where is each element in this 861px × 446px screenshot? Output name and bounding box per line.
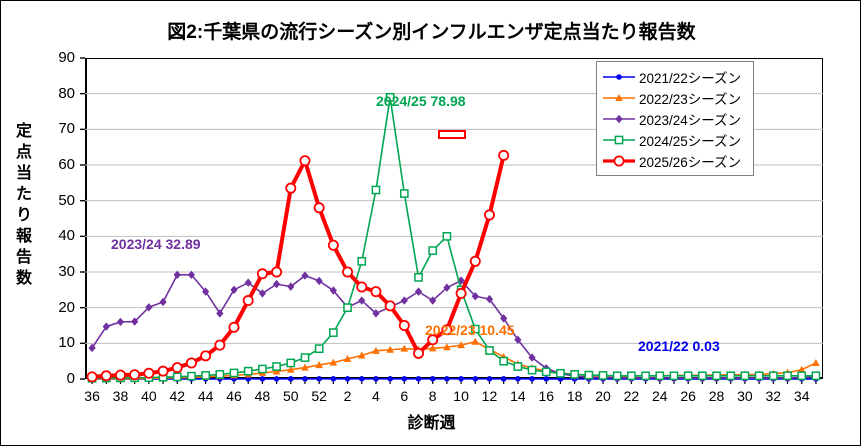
- annotation-2022-23: 2022/23 10.45: [425, 322, 515, 338]
- y-tick-label: 70: [58, 120, 75, 138]
- x-tick-label: 8: [428, 388, 437, 404]
- x-tick-label: 6: [400, 388, 409, 404]
- legend-marker-icon: [602, 112, 636, 126]
- legend-marker-icon: [602, 133, 636, 147]
- y-tick-label: 50: [58, 191, 75, 209]
- x-tick-label: 44: [197, 388, 214, 404]
- x-tick-label: 42: [169, 388, 186, 404]
- legend-item-3[interactable]: 2023/24シーズン: [602, 108, 748, 129]
- x-tick-label: 26: [680, 388, 696, 404]
- legend-marker-icon: [602, 154, 636, 168]
- x-tick-label: 18: [566, 388, 583, 404]
- y-axis-title-char: 報: [15, 228, 32, 245]
- legend-item-1[interactable]: 2021/22シーズン: [602, 66, 748, 87]
- x-tick-label: 16: [538, 388, 555, 404]
- x-tick-label: 48: [254, 388, 271, 404]
- y-axis-title-char: 点: [15, 144, 32, 161]
- legend-label: 2023/24シーズン: [639, 112, 742, 128]
- y-axis-title-char: 当: [15, 165, 32, 182]
- y-axis-title-char: 数: [15, 270, 32, 287]
- x-tick-label: 50: [282, 388, 299, 404]
- legend-marker-icon: [602, 70, 636, 84]
- x-tick-label: 2: [343, 388, 352, 404]
- x-tick-label: 32: [765, 388, 782, 404]
- y-axis-title: 定点当たり報告数: [13, 121, 35, 289]
- y-tick-label: 80: [58, 84, 75, 102]
- legend-marker-icon: [602, 91, 636, 105]
- legend-label: 2025/26シーズン: [639, 154, 742, 170]
- y-tick-label: 0: [66, 370, 75, 387]
- x-tick-label: 14: [510, 388, 526, 404]
- x-tick-label: 52: [311, 388, 327, 404]
- y-tick-label: 30: [58, 263, 75, 280]
- y-axis-title-char: り: [15, 207, 32, 224]
- annotation-2021-22: 2021/22 0.03: [638, 338, 720, 354]
- y-tick-label: 90: [58, 49, 75, 66]
- x-tick-label: 28: [708, 388, 725, 404]
- y-axis-title-char: 定: [15, 123, 32, 140]
- x-tick-label: 10: [453, 388, 469, 404]
- y-tick-label: 40: [58, 227, 75, 245]
- x-tick-label: 40: [141, 388, 157, 404]
- y-tick-label: 20: [58, 298, 75, 316]
- legend-item-4[interactable]: 2024/25シーズン: [602, 129, 748, 150]
- y-tick-label: 60: [58, 156, 75, 173]
- annotation-2024-25: 2024/25 78.98: [376, 93, 466, 109]
- chart-title: 図2:千葉県の流行シーズン別インフルエンザ定点当たり報告数: [167, 22, 696, 43]
- x-tick-label: 36: [84, 388, 100, 404]
- y-tick-label: 10: [58, 334, 75, 352]
- legend[interactable]: 2021/22シーズン 2022/23シーズン 2023/24シーズン 2024/25…: [596, 61, 754, 176]
- legend-item-2[interactable]: 2022/23シーズン: [602, 87, 748, 108]
- annotation-2023-24: 2023/24 32.89: [111, 236, 201, 252]
- x-tick-label: 24: [651, 388, 668, 404]
- x-tick-label: 46: [226, 388, 242, 404]
- x-tick-label: 20: [595, 388, 611, 404]
- x-tick-label: 12: [481, 388, 498, 404]
- legend-label: 2022/23シーズン: [639, 91, 742, 107]
- x-axis-title: 診断週: [407, 415, 456, 432]
- legend-label: 2021/22シーズン: [639, 70, 742, 86]
- y-axis-title-char: 告: [15, 249, 32, 266]
- y-axis-title-char: た: [15, 186, 32, 203]
- legend-label: 2024/25シーズン: [639, 133, 742, 149]
- x-tick-label: 4: [372, 388, 380, 404]
- x-tick-label: 38: [112, 388, 129, 404]
- x-tick-label: 30: [737, 388, 753, 404]
- callout-2025-26-value: [438, 130, 466, 139]
- legend-item-5[interactable]: 2025/26シーズン: [602, 150, 748, 171]
- x-tick-marks: [91, 379, 817, 384]
- x-tick-label: 34: [793, 388, 810, 404]
- x-tick-label: 22: [623, 388, 640, 404]
